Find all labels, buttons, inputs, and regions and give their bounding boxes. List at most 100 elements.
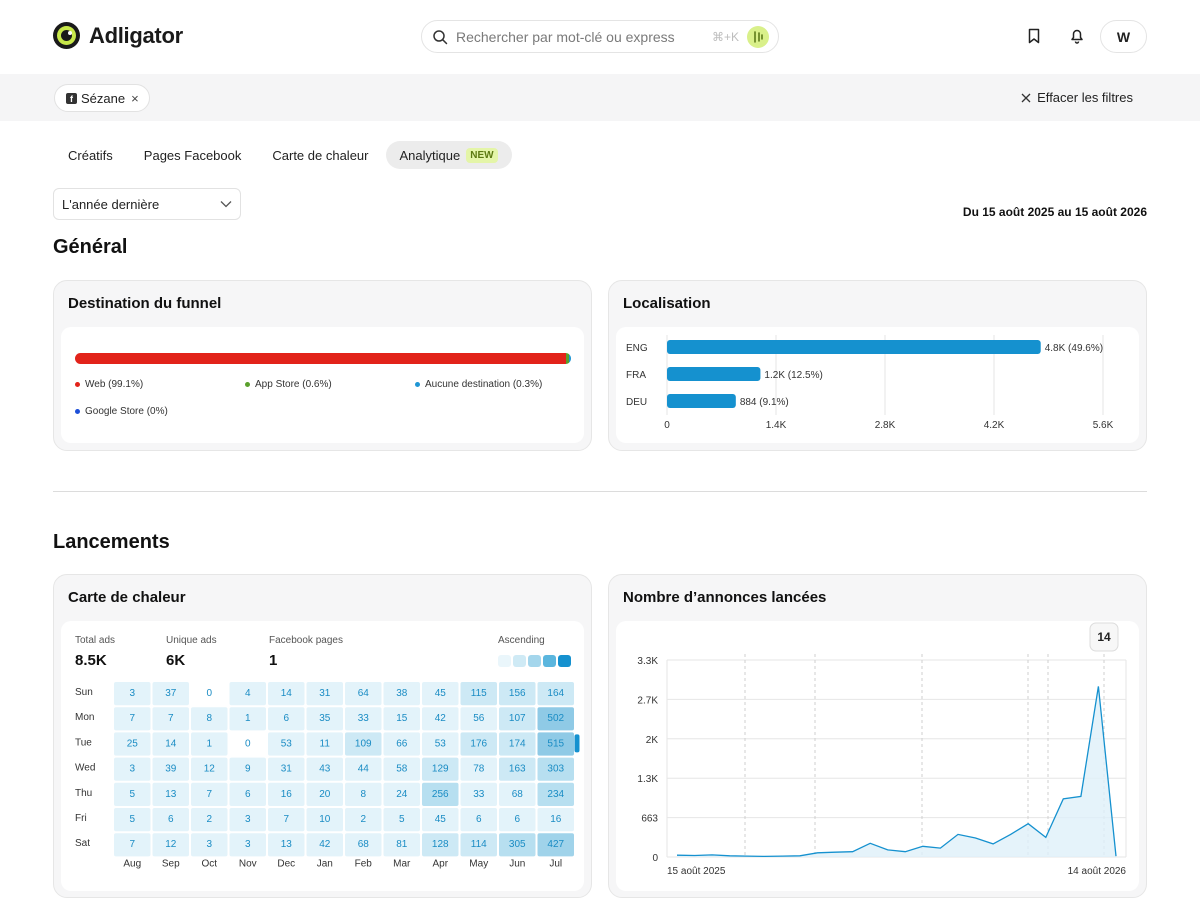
heatmap-cell — [537, 782, 574, 806]
heatmap-cell-value: 7 — [206, 789, 212, 800]
legend-label: Web (99.1%) — [85, 379, 144, 390]
heatmap-cell-value: 42 — [435, 713, 447, 724]
heatmap-cell — [152, 833, 189, 857]
heatmap-cell-value: 3 — [129, 764, 135, 775]
heatmap-cell-value: 44 — [358, 764, 370, 775]
date-range: Du 15 août 2025 au 15 août 2026 — [962, 205, 1147, 219]
heatmap-cell — [191, 757, 228, 781]
legend-item-app-store: App Store (0.6%) — [245, 379, 332, 390]
logo[interactable]: Adligator — [53, 22, 183, 49]
user-avatar[interactable]: W — [1100, 20, 1147, 53]
heatmap-cell — [152, 808, 189, 832]
heatmap-cell-value: 20 — [319, 789, 331, 800]
heatmap-cell-value: 64 — [358, 688, 370, 699]
heatmap-cell — [306, 682, 343, 706]
bar — [667, 367, 761, 381]
filter-chip[interactable]: f Sézane × — [54, 84, 150, 112]
ai-search-button[interactable] — [747, 25, 770, 48]
heatmap-cell-value: 68 — [358, 839, 370, 850]
heatmap-column-label: Jun — [509, 858, 525, 869]
legend-label: App Store (0.6%) — [255, 379, 332, 390]
heatmap-cell-value: 53 — [435, 738, 447, 749]
new-badge: NEW — [466, 147, 498, 163]
heatmap-cell — [268, 808, 305, 832]
heatmap-cell — [383, 732, 420, 756]
heatmap-cell — [191, 833, 228, 857]
period-select[interactable]: L'année dernière — [53, 188, 241, 220]
heatmap-cell — [152, 682, 189, 706]
search-input[interactable] — [456, 28, 706, 45]
bookmark-icon[interactable] — [1025, 27, 1043, 45]
heatmap-cell-value: 5 — [399, 814, 405, 825]
heatmap-cell-value: 81 — [396, 839, 408, 850]
tab-creatifs[interactable]: Créatifs — [54, 141, 127, 169]
heatmap-cell-value: 0 — [206, 688, 212, 699]
y-tick-label: 663 — [641, 814, 658, 825]
heatmap-cell — [460, 732, 497, 756]
heatmap-cell — [460, 833, 497, 857]
heatmap-cell — [268, 833, 305, 857]
tab-bar: Créatifs Pages Facebook Carte de chaleur… — [54, 141, 515, 169]
heatmap-cell-value: 156 — [509, 688, 526, 699]
heatmap-cell — [499, 732, 536, 756]
y-tick-label: 0 — [652, 853, 658, 864]
heatmap-column-label: Apr — [432, 858, 448, 869]
search-icon — [433, 29, 448, 44]
bar — [667, 394, 736, 408]
localisation-chart-panel: 0 1.4K 2.8K 4.2K 5.6K ENG 4.8K (49.6%) FRA 1.2K … — [616, 327, 1139, 443]
heatmap-cell — [114, 782, 151, 806]
x-tick-label: 4.2K — [984, 420, 1005, 431]
category-label: FRA — [626, 370, 646, 381]
heatmap-card: Carte de chaleur Total ads 8.5K Unique a… — [53, 574, 592, 898]
stat-label-facebook-pages: Facebook pages — [269, 635, 343, 646]
scale-swatch — [543, 655, 556, 667]
heatmap-column-label: Jan — [317, 858, 333, 869]
heatmap-cell — [306, 833, 343, 857]
stat-label-total-ads: Total ads — [75, 635, 116, 646]
heatmap-cell — [229, 732, 266, 756]
heatmap-cell-value: 45 — [435, 814, 447, 825]
heatmap-cell-value: 303 — [547, 764, 564, 775]
heatmap-cell-value: 12 — [204, 764, 216, 775]
heatmap-cell — [383, 682, 420, 706]
heatmap-cell-value: 12 — [165, 839, 177, 850]
bell-icon[interactable] — [1068, 27, 1086, 45]
card-title: Destination du funnel — [68, 295, 222, 312]
heatmap-cell — [422, 782, 459, 806]
heatmap-cell — [229, 682, 266, 706]
heatmap-cell-value: 31 — [319, 688, 331, 699]
heatmap-cell — [345, 707, 382, 731]
heatmap-cell-value: 6 — [476, 814, 482, 825]
legend-dot — [75, 382, 80, 387]
tab-analytique[interactable]: Analytique NEW — [385, 141, 512, 169]
heatmap-cell-value: 256 — [432, 789, 449, 800]
heatmap-cell — [152, 707, 189, 731]
color-scale-legend — [498, 655, 571, 667]
heatmap-cell-value: 16 — [281, 789, 293, 800]
clear-filters-button[interactable]: Effacer les filtres — [1021, 90, 1133, 105]
heatmap-row-label: Sat — [75, 838, 90, 849]
heatmap-cell-value: 38 — [396, 688, 408, 699]
search-bar[interactable]: ⌘+K — [421, 20, 779, 53]
tab-pages-facebook[interactable]: Pages Facebook — [130, 141, 256, 169]
card-title: Carte de chaleur — [68, 589, 186, 606]
heatmap-cell-value: 0 — [245, 738, 251, 749]
card-title: Localisation — [623, 295, 711, 312]
heatmap-cell-value: 427 — [547, 839, 564, 850]
heatmap-column-label: Nov — [239, 858, 257, 869]
heatmap-row-label: Wed — [75, 763, 95, 774]
close-icon[interactable]: × — [131, 90, 139, 106]
funnel-chart: Web (99.1%) App Store (0.6%) Aucune dest… — [61, 327, 584, 443]
heatmap-cell-value: 25 — [127, 738, 139, 749]
heatmap-cell-value: 3 — [206, 839, 212, 850]
heatmap-cell-value: 2 — [206, 814, 212, 825]
tab-carte-de-chaleur[interactable]: Carte de chaleur — [258, 141, 382, 169]
heatmap-cell — [499, 757, 536, 781]
x-tick-label: 2.8K — [875, 420, 896, 431]
heatmap-cell-value: 6 — [514, 814, 520, 825]
top-bar: Adligator ⌘+K W — [0, 0, 1200, 74]
heatmap-cell-value: 37 — [165, 688, 177, 699]
heatmap-column-label: Aug — [123, 858, 141, 869]
section-divider — [53, 491, 1147, 492]
